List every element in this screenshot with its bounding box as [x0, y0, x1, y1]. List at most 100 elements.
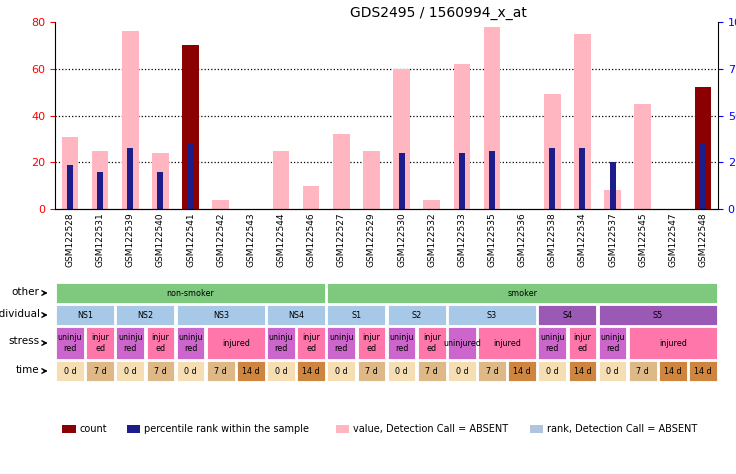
- Text: GDS2495 / 1560994_x_at: GDS2495 / 1560994_x_at: [350, 6, 526, 19]
- Text: 0 d: 0 d: [275, 366, 287, 375]
- Bar: [146, 328, 174, 359]
- Text: GSM122539: GSM122539: [126, 213, 135, 267]
- Bar: [158, 172, 163, 209]
- Text: injur
ed: injur ed: [91, 333, 109, 353]
- Text: 7 d: 7 d: [93, 366, 107, 375]
- Bar: [67, 164, 73, 209]
- Text: GSM122530: GSM122530: [397, 213, 406, 267]
- Bar: [97, 172, 103, 209]
- Text: 14 d: 14 d: [573, 366, 591, 375]
- Text: GSM122544: GSM122544: [277, 213, 286, 267]
- Bar: [484, 27, 500, 209]
- Text: GSM122538: GSM122538: [548, 213, 556, 267]
- Bar: [328, 305, 385, 325]
- Bar: [267, 361, 295, 381]
- Bar: [363, 151, 380, 209]
- Bar: [689, 361, 717, 381]
- Bar: [333, 134, 350, 209]
- Text: 0 d: 0 d: [335, 366, 347, 375]
- Bar: [539, 305, 596, 325]
- Bar: [629, 361, 657, 381]
- Text: value, Detection Call = ABSENT: value, Detection Call = ABSENT: [353, 424, 508, 434]
- Text: uninju
red: uninju red: [58, 333, 82, 353]
- Bar: [86, 361, 114, 381]
- Bar: [604, 190, 620, 209]
- Text: percentile rank within the sample: percentile rank within the sample: [144, 424, 309, 434]
- Bar: [56, 361, 84, 381]
- Text: GSM122543: GSM122543: [247, 213, 255, 267]
- Bar: [213, 200, 229, 209]
- Text: 14 d: 14 d: [242, 366, 260, 375]
- Text: 14 d: 14 d: [513, 366, 531, 375]
- Bar: [267, 328, 295, 359]
- Bar: [634, 104, 651, 209]
- Bar: [629, 328, 717, 359]
- Text: smoker: smoker: [507, 289, 537, 298]
- Bar: [56, 305, 114, 325]
- Bar: [152, 153, 169, 209]
- Bar: [328, 361, 355, 381]
- Bar: [207, 361, 235, 381]
- Bar: [56, 328, 84, 359]
- Text: uninju
red: uninju red: [269, 333, 293, 353]
- Bar: [598, 328, 626, 359]
- Bar: [177, 328, 205, 359]
- Bar: [92, 151, 108, 209]
- Text: GSM122529: GSM122529: [367, 213, 376, 267]
- Text: injur
ed: injur ed: [302, 333, 320, 353]
- Text: S5: S5: [653, 310, 663, 319]
- Text: 0 d: 0 d: [184, 366, 197, 375]
- Text: S1: S1: [351, 310, 361, 319]
- Text: 7 d: 7 d: [425, 366, 438, 375]
- Text: 14 d: 14 d: [694, 366, 712, 375]
- Text: GSM122532: GSM122532: [427, 213, 436, 267]
- Bar: [388, 361, 415, 381]
- Bar: [388, 305, 445, 325]
- Text: injured: injured: [222, 338, 250, 347]
- Text: GSM122533: GSM122533: [457, 213, 467, 267]
- Text: 0 d: 0 d: [124, 366, 137, 375]
- Bar: [659, 361, 687, 381]
- Text: NS3: NS3: [213, 310, 229, 319]
- Bar: [509, 361, 536, 381]
- Bar: [177, 305, 265, 325]
- Bar: [297, 328, 325, 359]
- Bar: [158, 172, 163, 209]
- Bar: [418, 328, 445, 359]
- Text: 7 d: 7 d: [637, 366, 649, 375]
- Bar: [539, 328, 566, 359]
- Text: 7 d: 7 d: [214, 366, 227, 375]
- Bar: [700, 144, 706, 209]
- Text: individual: individual: [0, 309, 40, 319]
- Text: S2: S2: [411, 310, 422, 319]
- Bar: [127, 148, 133, 209]
- Bar: [448, 361, 475, 381]
- Text: injur
ed: injur ed: [573, 333, 591, 353]
- Bar: [700, 144, 706, 209]
- Text: GSM122536: GSM122536: [517, 213, 527, 267]
- Text: 0 d: 0 d: [395, 366, 408, 375]
- Bar: [267, 305, 325, 325]
- Text: uninju
red: uninju red: [601, 333, 625, 353]
- Text: 7 d: 7 d: [486, 366, 498, 375]
- Text: GSM122537: GSM122537: [608, 213, 617, 267]
- Bar: [146, 361, 174, 381]
- Bar: [358, 328, 385, 359]
- Bar: [328, 283, 717, 303]
- Text: 14 d: 14 d: [664, 366, 682, 375]
- Text: 0 d: 0 d: [546, 366, 559, 375]
- Bar: [579, 148, 585, 209]
- Bar: [297, 361, 325, 381]
- Text: time: time: [16, 365, 40, 375]
- Bar: [388, 328, 415, 359]
- Text: GSM122542: GSM122542: [216, 213, 225, 267]
- Text: 7 d: 7 d: [365, 366, 378, 375]
- Text: GSM122546: GSM122546: [307, 213, 316, 267]
- Text: 0 d: 0 d: [456, 366, 468, 375]
- Bar: [393, 69, 410, 209]
- Bar: [358, 361, 385, 381]
- Bar: [453, 64, 470, 209]
- Text: 7 d: 7 d: [154, 366, 167, 375]
- Text: GSM122534: GSM122534: [578, 213, 587, 267]
- Text: count: count: [79, 424, 107, 434]
